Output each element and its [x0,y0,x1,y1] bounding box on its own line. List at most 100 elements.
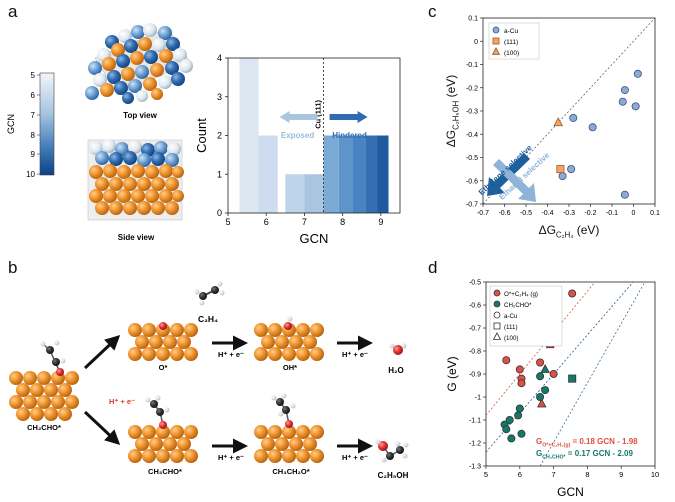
y-tick-label: -1.2 [469,441,481,448]
y-tick-label: -0.2 [466,85,478,92]
x-tick-label: 7 [552,470,556,479]
colorbar-tick-label: 5 [31,71,36,80]
cu-slab [128,425,198,463]
panel-label-a: a [8,2,18,21]
cu-slab [128,323,198,361]
data-point [556,165,565,174]
panel-label-b: b [8,258,18,277]
legend-marker [492,37,500,45]
data-point [541,386,550,395]
legend-marker [493,322,501,330]
data-point [517,429,526,438]
reaction-arrow-up [83,334,121,370]
panel-label-d: d [428,258,438,277]
o-adsorbate [159,322,167,330]
y-tick-label: 4 [217,53,222,63]
histogram-bar [352,135,366,213]
x-tick-label: 10 [651,470,659,479]
y-tick-label: 0 [474,39,478,46]
legend-label: a-Cu [504,28,518,35]
data-point [540,363,550,373]
data-point [558,172,567,181]
panel-b: CH₂CHO* O* C₂H₄ OH* H₂O CH₃CHO* CH₃CH₂O*… [9,281,409,480]
data-point [502,425,511,434]
y-tick-label: -0.7 [469,326,481,333]
cu111-label: Cu (111) [314,100,323,129]
x-axis-label: GCN [300,231,329,246]
species-label-o: O* [159,363,168,372]
y-tick-label: -1.1 [469,418,481,425]
colorbar-title: GCN [6,114,16,134]
data-point [568,374,577,383]
exposed-label: Exposed [281,131,314,140]
legend-label: a-Cu [504,313,518,320]
data-point [515,365,524,374]
colorbar-tick-label: 6 [31,91,36,100]
data-point [620,190,629,199]
fit-line [486,282,634,453]
x-tick-label: 8 [340,217,345,227]
legend-marker [493,300,501,308]
species-label-oh: OH* [283,363,297,372]
step-label: H⁺ + e⁻ [218,453,244,462]
y-tick-label: -1 [475,395,481,402]
data-point [537,398,547,408]
data-point [568,289,577,298]
x-tick-label: 8 [585,470,589,479]
data-point [569,113,578,122]
species-label-ch2cho: CH₂CHO* [27,423,61,432]
x-tick-label: 6 [518,470,522,479]
ch3ch2o-molecule [271,393,296,428]
y-tick-label: -0.6 [469,303,481,310]
y-axis-label: ΔGC₂H₅OH (eV) [444,75,461,148]
x-tick-label: 6 [264,217,269,227]
histogram-bar [285,174,305,213]
x-tick-label: 5 [484,470,488,479]
top-view-label: Top view [123,111,157,120]
c2h5oh-molecule [375,439,409,463]
species-label-ch3cho: CH₃CHO* [148,467,182,476]
y-tick-label: -0.7 [466,202,478,209]
x-tick-label: -0.2 [584,210,596,217]
histogram-bar [338,135,353,213]
x-tick-label: -0.6 [498,210,510,217]
ch2cho-molecule [40,340,66,376]
data-point [631,102,640,111]
legend-marker [493,289,501,297]
y-tick-label: -0.1 [466,62,478,69]
data-point [514,411,523,420]
y-tick-label: -0.8 [469,349,481,356]
y-tick-label: -0.6 [466,178,478,185]
data-point [505,415,514,424]
histogram-bar [323,135,339,213]
y-tick-label: -0.3 [466,109,478,116]
c2h4-molecule [194,281,225,306]
step-label: H⁺ + e⁻ [342,453,368,462]
ethanol-arrow [493,159,536,202]
y-tick-label: 0 [217,208,222,218]
data-point [536,392,545,401]
y-tick-label: -0.5 [466,155,478,162]
data-point [536,372,545,381]
y-tick-label: -1.3 [469,464,481,471]
hindered-label: Hindered [332,131,367,140]
x-tick-label: 7 [302,217,307,227]
y-tick-label: 1 [217,169,222,179]
histogram-bar [239,58,259,213]
data-point [515,404,524,413]
fit-equation: GO*+C₂H₄(g) = 0.18 GCN - 1.98 [536,437,638,448]
legend-marker [492,332,502,340]
x-tick-label: -0.7 [477,210,489,217]
x-tick-label: 9 [619,470,623,479]
gcn-colorbar [39,72,55,176]
x-axis-label: ΔGC₂H₄ (eV) [539,223,600,240]
data-point [567,165,576,174]
species-label-c2h4: C₂H₄ [198,314,218,324]
x-axis-label: GCN [557,485,584,499]
legend-marker [491,47,501,55]
gcn-histogram: 5 6 7 8 9 0 1 2 3 4 GCN Count Cu (111)Exposed Hindere… [194,53,401,246]
h2o-molecule [389,343,407,355]
cu-slab [254,425,324,463]
